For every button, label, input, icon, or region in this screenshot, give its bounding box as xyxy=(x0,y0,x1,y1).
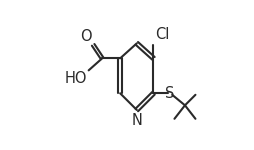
Text: Cl: Cl xyxy=(154,27,169,42)
Text: O: O xyxy=(80,29,91,44)
Text: S: S xyxy=(165,86,174,101)
Text: HO: HO xyxy=(65,71,87,86)
Text: N: N xyxy=(131,113,142,128)
